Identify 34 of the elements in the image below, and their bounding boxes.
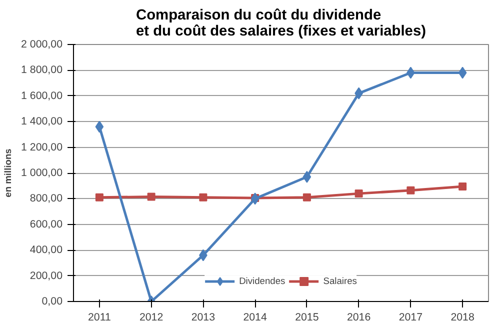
x-tick-label: 2017: [398, 312, 423, 323]
y-tick-label: 1 200,00: [21, 141, 63, 154]
y-tick-label: 0,00: [42, 296, 63, 308]
point: [458, 182, 467, 190]
legend-label: Salaires: [323, 276, 357, 286]
point: [95, 120, 104, 133]
y-tick-label: 800,00: [30, 192, 63, 205]
x-tick-label: 2014: [243, 312, 267, 323]
y-tick-label: 400,00: [30, 244, 63, 256]
y-tick-label: 1 400,00: [21, 116, 63, 128]
point: [199, 193, 208, 202]
y-tick-label: 600,00: [30, 218, 63, 230]
point: [147, 192, 156, 201]
point: [354, 190, 363, 198]
x-tick-label: 2012: [139, 312, 164, 323]
x-tick-label: 2013: [191, 312, 216, 323]
point: [302, 193, 311, 202]
point: [458, 66, 467, 79]
y-axis-title: en millions: [3, 148, 14, 198]
x-tick-label: 2018: [450, 312, 474, 323]
chart-title: Comparaison du coût du dividende et du coût des salaires (fixes et variables): [136, 8, 426, 40]
y-tick-label: 1 800,00: [21, 64, 63, 76]
x-tick-label: 2015: [295, 312, 319, 323]
y-tick-label: 1 000,00: [21, 167, 63, 179]
point: [250, 192, 260, 205]
y-tick-label: 1 600,00: [21, 90, 63, 102]
point: [406, 186, 415, 194]
point: [302, 170, 312, 183]
legend-label: Dividendes: [239, 276, 286, 286]
y-tick-label: 200,00: [30, 270, 63, 282]
point: [95, 193, 104, 202]
y-tick-label: 2 000,00: [21, 38, 63, 50]
x-tick-label: 2011: [88, 312, 111, 323]
x-tick-label: 2016: [346, 312, 371, 323]
